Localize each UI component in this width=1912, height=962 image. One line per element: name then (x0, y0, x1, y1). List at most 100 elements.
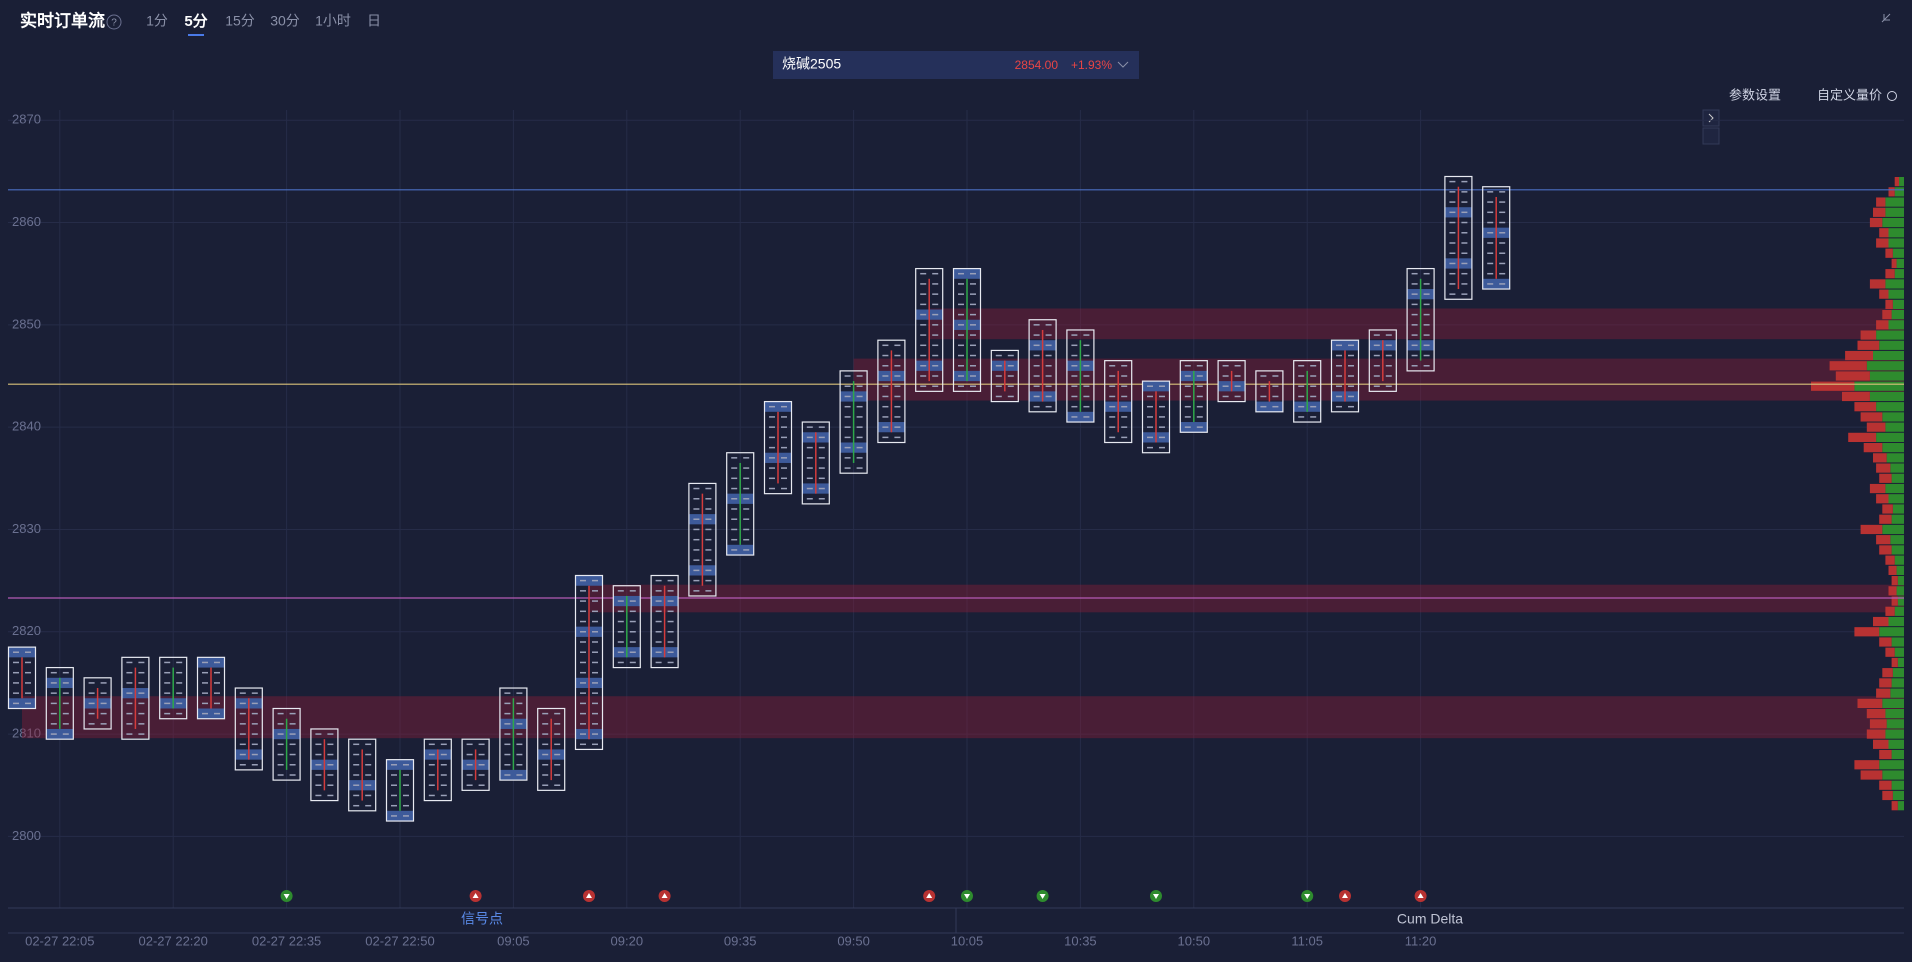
help[interactable]: ? (111, 18, 117, 29)
bar-range (726, 452, 755, 556)
profile-sell (1854, 760, 1880, 770)
profile-buy (1873, 350, 1904, 361)
settings[interactable]: 参数设置 (1729, 87, 1781, 102)
timeframe[interactable]: 1分 (146, 13, 168, 29)
profile-sell (1879, 473, 1892, 483)
bar-range (1028, 319, 1057, 413)
profile-sell (1869, 483, 1886, 494)
profile-buy (1888, 228, 1904, 238)
timeframe[interactable]: 30分 (270, 13, 300, 29)
y-tick-label: 2840 (12, 419, 41, 434)
profile-buy (1894, 269, 1904, 279)
profile-buy (1896, 565, 1904, 575)
profile-sell (1876, 688, 1891, 698)
tab-cum-delta[interactable]: Cum Delta (1397, 911, 1463, 927)
cell-highlight (1180, 422, 1208, 433)
profile-buy (1891, 749, 1904, 760)
footprint-bar (423, 738, 452, 802)
profile-sell (1876, 535, 1891, 545)
profile-buy (1885, 422, 1904, 432)
side-button[interactable] (1702, 109, 1720, 127)
instrument-box[interactable] (773, 51, 1139, 79)
y-tick-label: 2860 (12, 214, 41, 229)
footprint-bar (1066, 329, 1095, 423)
profile-sell (1885, 647, 1895, 657)
profile-sell (1879, 289, 1889, 299)
bar-range (1066, 329, 1095, 423)
profile-sell (1879, 228, 1889, 238)
profile-buy (1888, 494, 1904, 504)
custom-icon[interactable] (1887, 91, 1897, 101)
bar-range (990, 349, 1019, 403)
cell-highlight (1482, 278, 1510, 290)
profile-sell (1879, 678, 1892, 688)
zone (929, 308, 1904, 340)
profile-sell (1885, 555, 1895, 565)
footprint-bar (801, 421, 830, 505)
footprint-bar (1028, 319, 1057, 413)
dropdown-icon[interactable] (1117, 61, 1129, 68)
cell-highlight (499, 769, 527, 781)
footprint-bar (310, 728, 339, 802)
x-tick-label: 11:05 (1291, 933, 1323, 948)
profile-sell (1894, 177, 1900, 187)
profile-buy (1891, 473, 1904, 483)
bar-range (1406, 267, 1435, 372)
bar-range (423, 738, 452, 802)
profile-sell (1863, 443, 1883, 453)
footprint-bar (461, 738, 490, 791)
profile-buy (1897, 596, 1904, 606)
timeframe[interactable]: 5分 (184, 13, 207, 30)
footprint-bar (1330, 339, 1360, 413)
tab-signals[interactable]: 信号点 (461, 911, 503, 927)
profile-buy (1876, 432, 1904, 442)
bar-range (196, 656, 226, 720)
profile-sell (1879, 780, 1892, 790)
profile-sell (1860, 330, 1877, 340)
profile-sell (1873, 207, 1886, 217)
profile-buy (1888, 238, 1904, 248)
x-tick-label: 02-27 22:35 (252, 933, 321, 948)
profile-buy (1888, 616, 1904, 627)
footprint-bar (612, 585, 641, 669)
profile-sell (1879, 545, 1892, 555)
side-button[interactable] (1702, 127, 1720, 145)
profile-sell (1869, 217, 1883, 228)
cell-highlight (8, 647, 36, 658)
collapse-icon[interactable] (1881, 13, 1891, 23)
profile-sell (1876, 320, 1889, 330)
profile-sell (1888, 565, 1897, 575)
profile-sell (1873, 739, 1889, 749)
help-icon[interactable] (106, 14, 122, 30)
bar-range (310, 728, 339, 802)
timeframe[interactable]: 15分 (225, 13, 255, 29)
profile-buy (1899, 177, 1904, 187)
footprint-bar (7, 646, 37, 710)
footprint-bar (159, 656, 188, 720)
profile-sell (1882, 504, 1893, 514)
profile-sell (1876, 197, 1886, 207)
bar-range (1217, 360, 1246, 403)
timeframe[interactable]: 1小时 (315, 13, 351, 29)
bar-range (1255, 370, 1284, 413)
profile-buy (1869, 391, 1904, 402)
cell-highlight (1255, 401, 1283, 412)
profile-buy (1885, 279, 1904, 289)
profile-buy (1892, 504, 1904, 514)
profile-sell (1879, 514, 1892, 524)
bar-range (121, 656, 150, 740)
y-tick-label: 2830 (12, 521, 41, 536)
signal-arrow (926, 893, 933, 898)
bar-range (1482, 186, 1511, 290)
profile-buy (1894, 187, 1904, 197)
title: 实时订单流 (20, 10, 105, 30)
profile-sell (1854, 627, 1880, 637)
bar-range (1179, 360, 1208, 433)
footprint-bar (839, 370, 868, 474)
bar-range (1293, 360, 1322, 423)
timeframe[interactable]: 日 (367, 13, 381, 29)
custom-price[interactable]: 自定义量价 (1817, 87, 1882, 102)
profile-sell (1860, 524, 1883, 535)
profile-buy (1882, 698, 1904, 708)
footprint-bar (990, 349, 1019, 403)
